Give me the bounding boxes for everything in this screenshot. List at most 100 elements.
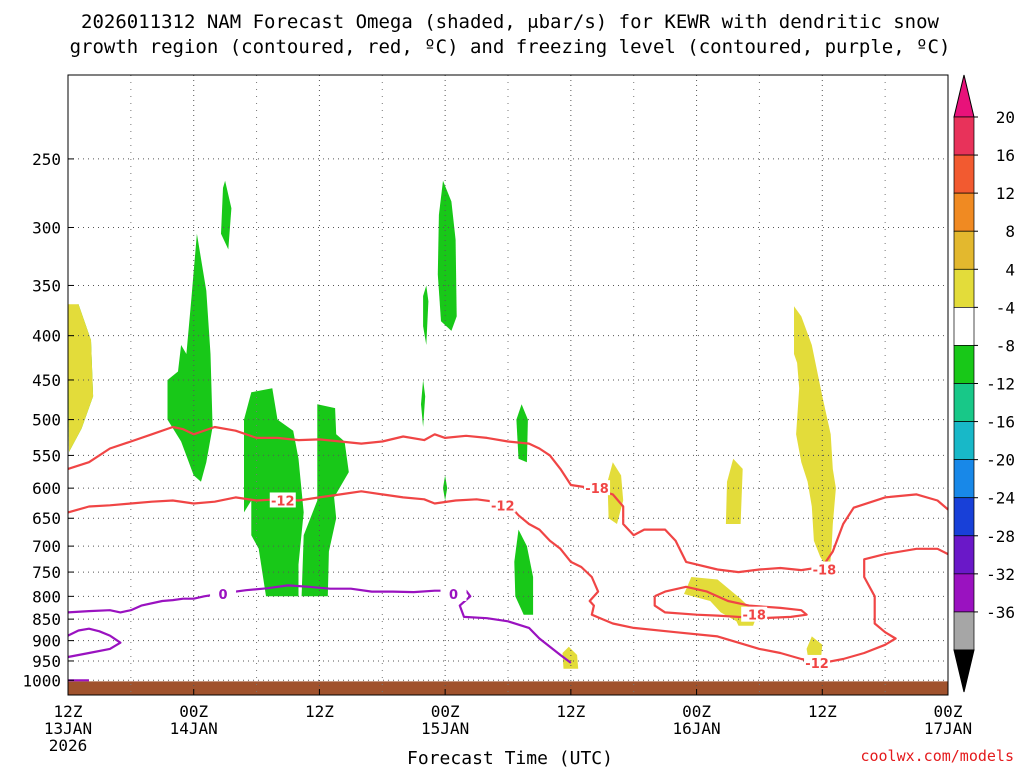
contour-label-6: 0	[219, 588, 228, 603]
colorbar-swatch-2	[953, 192, 975, 232]
y-tick-label-450: 450	[32, 371, 61, 390]
y-tick-label-800: 800	[32, 587, 61, 606]
terrain-fill	[68, 681, 948, 695]
grid-lines	[67, 75, 949, 695]
plot-frame	[67, 74, 949, 696]
contour-label-1: -12	[491, 499, 515, 514]
colorbar-label-2: 12	[996, 184, 1015, 203]
contour-dgz-minus18	[653, 585, 808, 620]
omega-region-negative-10	[443, 475, 448, 501]
contour-label-4: -18	[742, 609, 766, 624]
colorbar-label-12: -32	[986, 565, 1015, 584]
colorbar-swatch-1	[953, 154, 975, 194]
contour-label-bg-2	[584, 480, 611, 496]
x-tick-label-84-2: 17JAN	[924, 719, 972, 738]
y-tick-label-700: 700	[32, 537, 61, 556]
colorbar-label-5: -4	[996, 298, 1015, 317]
x-tick-label-72-1: 12Z	[808, 702, 837, 721]
colorbar-swatch-10	[953, 497, 975, 537]
colorbar-label-11: -28	[986, 527, 1015, 546]
y-tick-label-400: 400	[32, 327, 61, 346]
contour-label-bg-3	[811, 561, 838, 577]
y-tick-label-1000: 1000	[22, 671, 61, 690]
contour-lines	[67, 425, 949, 682]
contour-freezing-level-0C-main	[67, 584, 572, 664]
contour-label-bg-7	[440, 585, 467, 601]
contour-label-bg-6	[210, 585, 237, 601]
omega-region-negative-9	[516, 404, 528, 463]
omega-region-negative-6	[437, 180, 457, 331]
colorbar-label-4: 4	[1005, 260, 1015, 279]
omega-region-positive-14	[794, 306, 836, 573]
omega-region-positive-13	[725, 458, 743, 524]
colorbar-swatch-12	[953, 573, 975, 613]
colorbar-swatch-8	[953, 421, 975, 460]
omega-region-positive-15	[684, 577, 758, 626]
colorbar-bottom-arrow	[953, 649, 975, 693]
x-tick-label-0-3: 2026	[49, 736, 88, 755]
title: 2026011312 NAM Forecast Omega (shaded, μ…	[70, 11, 951, 58]
contour-label-5: -12	[805, 657, 829, 672]
x-axis-label: Forecast Time (UTC)	[407, 748, 613, 768]
y-tick-label-950: 950	[32, 652, 61, 671]
contour-label-bg-5	[804, 654, 831, 670]
x-tick-label-60-1: 00Z	[682, 702, 711, 721]
colorbar-top-arrow	[953, 74, 975, 118]
contour-freezing-level-0C-lower	[67, 627, 122, 659]
y-axis: 250 300 350 400 450 500 550 600 650 700 750 800 850 9…	[22, 150, 74, 690]
y-tick-label-550: 550	[32, 446, 61, 465]
colorbar: 20 16 12 8 4 -4 -8 -12 -16 -20 -24 -28 -32 -36	[953, 74, 1015, 693]
omega-region-negative-4	[244, 388, 304, 597]
y-tick-label-750: 750	[32, 563, 61, 582]
colorbar-swatch-0	[953, 116, 975, 156]
colorbar-swatch-5	[953, 307, 975, 346]
title-line-1: 2026011312 NAM Forecast Omega (shaded, μ…	[81, 11, 939, 33]
y-tick-label-900: 900	[32, 632, 61, 651]
omega-region-negative-5	[301, 404, 349, 597]
x-tick-label-48-1: 12Z	[556, 702, 585, 721]
title-line-2: growth region (contoured, red, ºC) and f…	[70, 36, 951, 58]
colorbar-label-8: -16	[986, 413, 1015, 432]
colorbar-swatch-9	[953, 459, 975, 499]
colorbar-label-7: -12	[986, 375, 1015, 394]
omega-region-positive-12	[607, 462, 624, 524]
x-tick-label-0-1: 12Z	[54, 702, 83, 721]
contour-label-bg-1	[489, 497, 516, 513]
x-tick-label-12-2: 14JAN	[170, 719, 218, 738]
colorbar-label-3: 8	[1005, 222, 1015, 241]
contour-label-bg-4	[741, 606, 768, 622]
y-tick-label-850: 850	[32, 610, 61, 629]
omega-region-negative-8	[421, 380, 426, 427]
omega-region-negative-3	[167, 233, 213, 482]
colorbar-swatch-6	[953, 345, 975, 384]
contour-dgz-minus12-lower	[67, 490, 949, 665]
colorbar-swatch-13	[953, 611, 975, 651]
y-tick-label-350: 350	[32, 276, 61, 295]
contour-dgz-minus12-upper	[67, 425, 949, 574]
colorbar-label-1: 16	[996, 146, 1015, 165]
omega-region-positive-1	[68, 304, 94, 452]
contour-label-0: -12	[271, 494, 295, 509]
colorbar-label-10: -24	[986, 489, 1015, 508]
x-tick-label-24-1: 12Z	[305, 702, 334, 721]
x-tick-label-0-2: 13JAN	[44, 719, 92, 738]
contour-labels: -12 -12 -18 -18 -18 -12 0 0	[210, 480, 838, 672]
x-tick-label-60-2: 16JAN	[672, 719, 720, 738]
x-tick-label-84-1: 00Z	[934, 702, 963, 721]
colorbar-label-13: -36	[986, 603, 1015, 622]
contour-label-7: 0	[449, 588, 458, 603]
y-tick-label-600: 600	[32, 479, 61, 498]
colorbar-label-0: 20	[996, 108, 1015, 127]
y-tick-label-500: 500	[32, 411, 61, 430]
y-tick-label-650: 650	[32, 509, 61, 528]
credit-text: coolwx.com/models	[860, 747, 1014, 765]
x-tick-label-36-1: 00Z	[431, 702, 460, 721]
contour-label-bg-0	[269, 492, 296, 508]
y-tick-label-250: 250	[32, 150, 61, 169]
x-tick-label-12-1: 00Z	[179, 702, 208, 721]
omega-region-negative-7	[423, 285, 429, 345]
x-tick-label-36-2: 15JAN	[421, 719, 469, 738]
omega-region-negative-2	[221, 180, 232, 250]
